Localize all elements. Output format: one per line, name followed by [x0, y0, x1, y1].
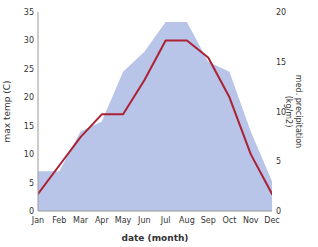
- y-tick-label: 25: [24, 65, 34, 74]
- y-axis-label: max temp (C): [2, 80, 12, 142]
- x-tick-label: May: [115, 216, 132, 225]
- y-tick-label: 5: [29, 179, 34, 188]
- x-tick-label: Jul: [160, 216, 171, 225]
- y2-tick-label: 5: [276, 157, 281, 166]
- y-tick-label: 0: [29, 207, 34, 216]
- y2-axis-label-line: med. precipitation: [294, 75, 303, 148]
- y2-axis-label: med. precipitation(kg/m2): [284, 75, 303, 148]
- y2-tick-label: 20: [276, 8, 286, 17]
- x-axis-label: date (month): [122, 233, 189, 243]
- x-tick-label: Nov: [243, 216, 259, 225]
- y2-tick-label: 15: [276, 58, 286, 67]
- temperature-line: [38, 40, 272, 194]
- x-tick-label: Feb: [52, 216, 66, 225]
- x-tick-label: Aug: [179, 216, 195, 225]
- y2-tick-label: 0: [276, 207, 281, 216]
- x-tick-label: Apr: [95, 216, 110, 225]
- chart: JanFebMarAprMayJunJulAugSepOctNovDec0510…: [0, 0, 318, 247]
- plot-area: [38, 22, 272, 211]
- x-tick-label: Oct: [223, 216, 237, 225]
- y-axis-line: [38, 12, 39, 211]
- y-tick-label: 30: [24, 36, 34, 45]
- x-axis-line: [38, 211, 272, 212]
- y2-axis-label-line: (kg/m2): [284, 96, 293, 128]
- x-tick-label: Jan: [31, 216, 44, 225]
- x-tick-label: Dec: [264, 216, 279, 225]
- y-tick-label: 35: [24, 8, 34, 17]
- y-tick-label: 10: [24, 150, 34, 159]
- y-tick-label: 15: [24, 122, 34, 131]
- x-tick-label: Jun: [137, 216, 151, 225]
- y-tick-label: 20: [24, 93, 34, 102]
- precipitation-area: [38, 22, 272, 211]
- x-tick-label: Mar: [73, 216, 89, 225]
- x-tick-label: Sep: [201, 216, 216, 225]
